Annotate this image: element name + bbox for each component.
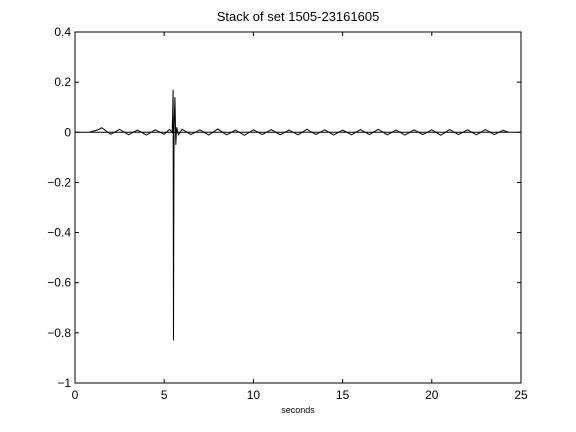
chart-title: Stack of set 1505-23161605 (217, 9, 380, 24)
y-tick-label: −0.2 (47, 175, 71, 189)
tick-labels: 0 5 10 15 20 25 0.4 0.2 0 −0.2 −0.4 −0.6 −0.8 −1 (47, 25, 528, 402)
y-tick-label: −1 (57, 376, 71, 390)
y-tick-label: −0.4 (47, 226, 71, 240)
x-axis-label: seconds (281, 405, 315, 415)
x-tick-label: 5 (161, 388, 168, 402)
x-tick-label: 20 (425, 388, 439, 402)
x-tick-label: 25 (514, 388, 528, 402)
x-tick-label: 0 (72, 388, 79, 402)
y-tick-label: 0.2 (54, 75, 71, 89)
y-tick-label: −0.8 (47, 326, 71, 340)
axes-background (75, 32, 521, 383)
x-tick-label: 10 (247, 388, 261, 402)
series-layer (89, 89, 509, 341)
series-line-0 (89, 89, 509, 341)
axes-frame (74, 31, 522, 384)
x-tick-label: 15 (336, 388, 350, 402)
y-tick-label: −0.6 (47, 276, 71, 290)
y-tick-label: 0 (64, 125, 71, 139)
y-tick-label: 0.4 (54, 25, 71, 39)
